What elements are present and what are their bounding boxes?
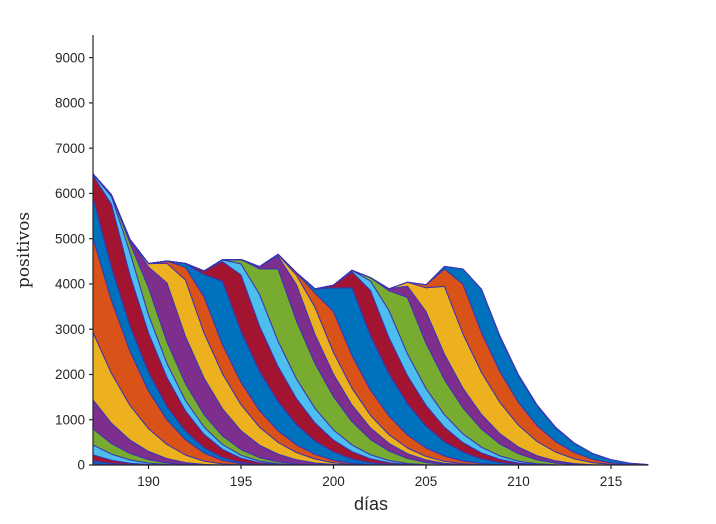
x-tick-label: 200 <box>322 474 345 489</box>
x-tick-label: 195 <box>230 474 253 489</box>
x-tick-label: 190 <box>137 474 160 489</box>
y-axis-label: positivos <box>14 211 34 289</box>
y-tick-label: 7000 <box>55 141 85 156</box>
y-tick-label: 2000 <box>55 367 85 382</box>
y-tick-label: 5000 <box>55 231 85 246</box>
x-tick-label: 215 <box>600 474 623 489</box>
y-tick-label: 1000 <box>55 412 85 427</box>
y-tick-label: 6000 <box>55 186 85 201</box>
y-tick-label: 0 <box>77 458 85 473</box>
y-tick-label: 3000 <box>55 322 85 337</box>
x-axis-label: días <box>353 494 389 514</box>
y-tick-label: 9000 <box>55 50 85 65</box>
y-tick-label: 4000 <box>55 277 85 292</box>
x-tick-label: 205 <box>415 474 438 489</box>
y-tick-label: 8000 <box>55 96 85 111</box>
x-tick-label: 210 <box>507 474 530 489</box>
